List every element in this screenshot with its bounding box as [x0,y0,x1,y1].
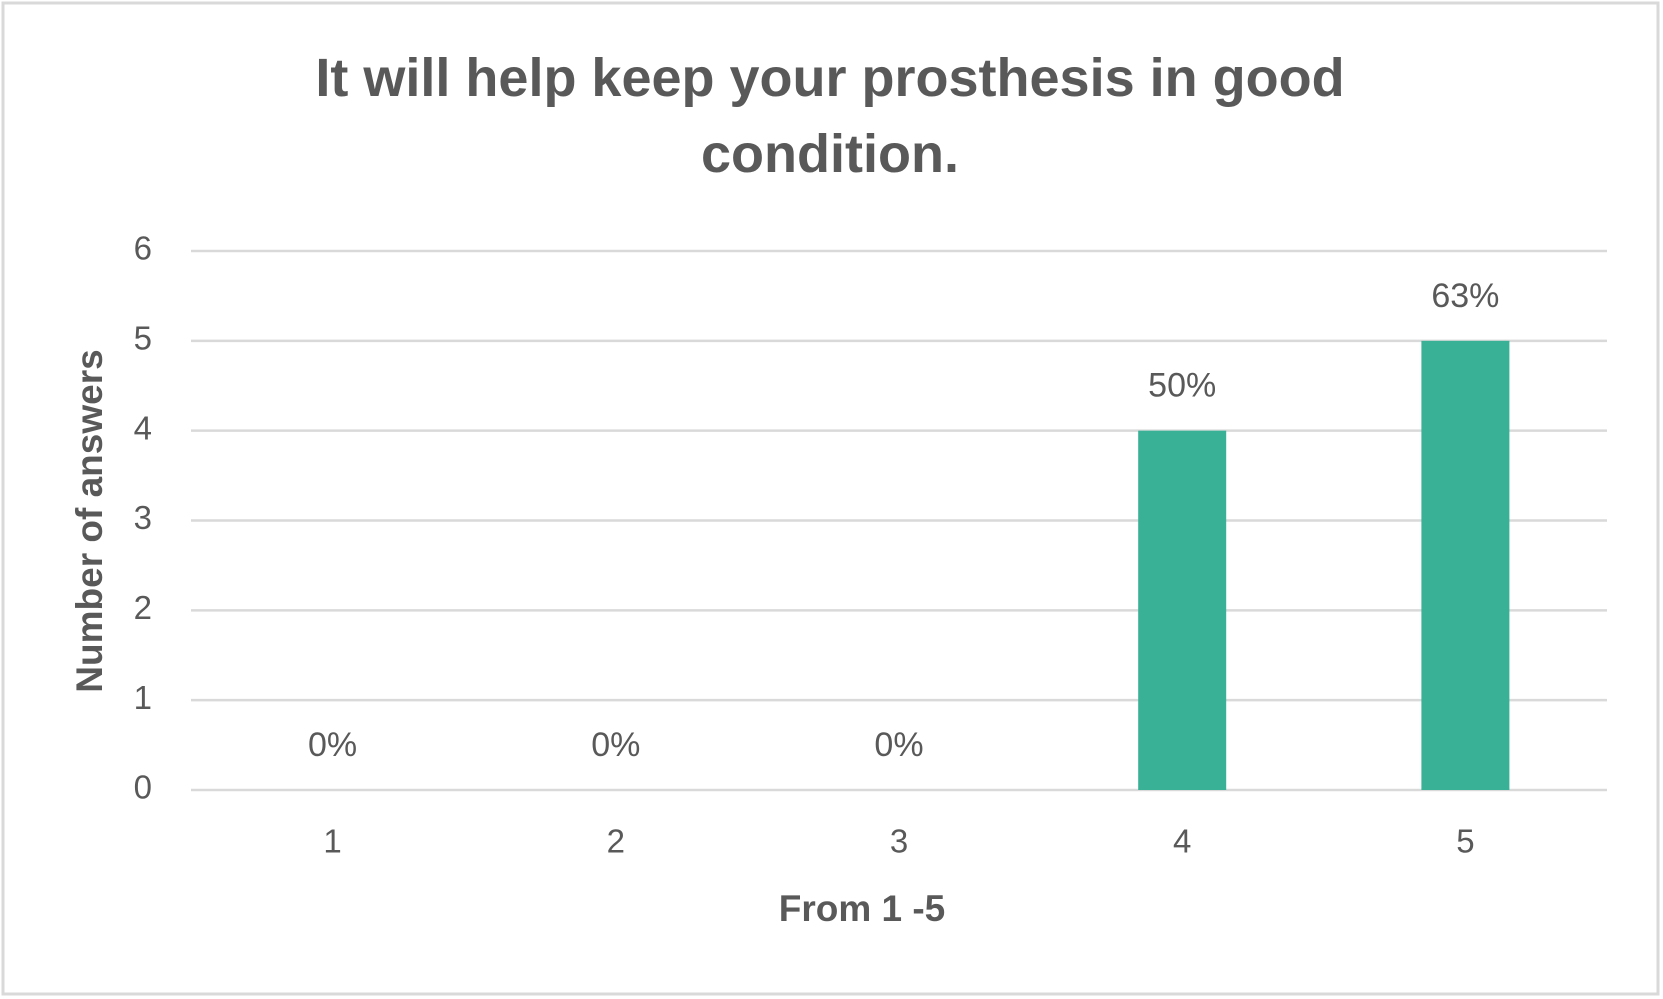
data-label: 0% [591,726,640,764]
y-axis-label: Number of answers [69,349,110,692]
x-tick-label: 1 [323,823,341,860]
x-tick-label: 4 [1173,823,1191,860]
data-label: 50% [1148,367,1216,405]
y-tick-label: 5 [134,320,152,357]
data-label: 63% [1431,277,1499,315]
y-tick-label: 0 [134,769,152,806]
y-tick-label: 4 [134,409,152,446]
bar [1421,340,1510,790]
y-tick-label: 1 [134,679,152,716]
y-tick-label: 6 [134,230,152,267]
x-tick-label: 3 [890,823,908,860]
bar [1138,430,1227,790]
x-axis-label: From 1 -5 [779,888,946,929]
data-label: 0% [874,726,923,764]
chart-title: It will help keep your prosthesis in goo… [315,48,1345,184]
y-tick-label: 2 [134,589,152,626]
x-tick-label: 5 [1456,823,1474,860]
y-tick-label: 3 [134,499,152,536]
data-label: 0% [308,726,357,764]
x-tick-label: 2 [607,823,625,860]
